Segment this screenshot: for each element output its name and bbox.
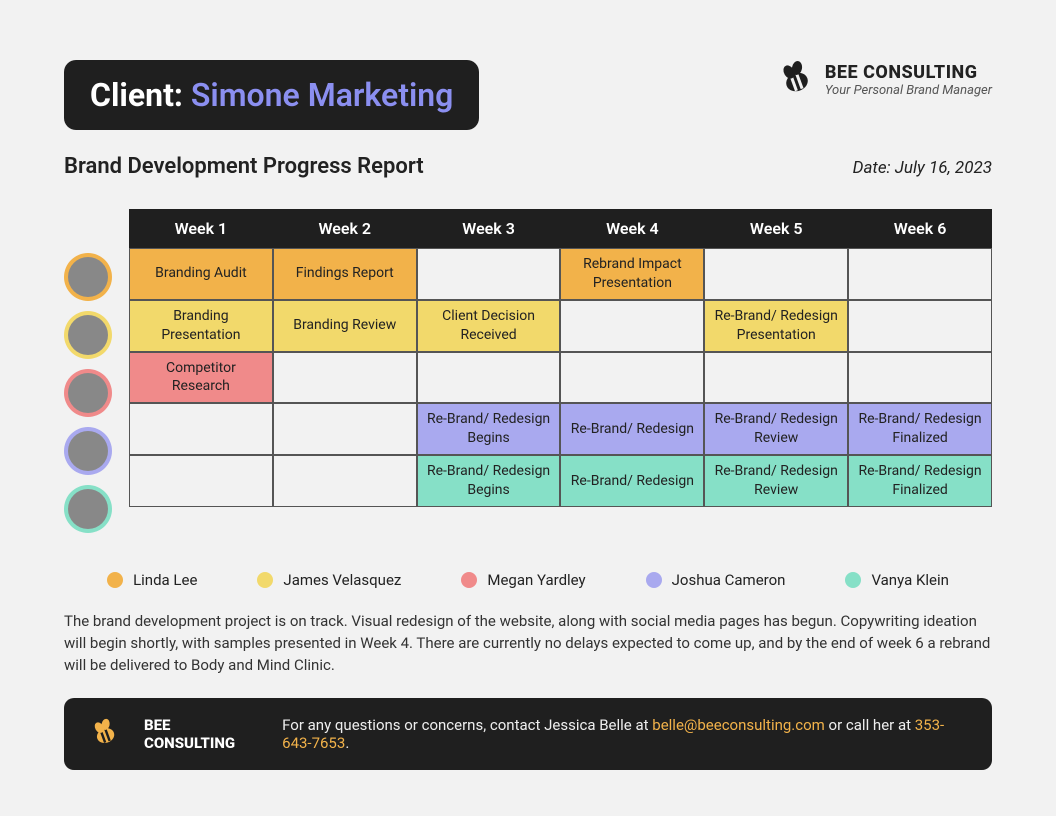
task-cell — [417, 248, 561, 300]
legend-dot — [257, 572, 273, 588]
legend-label: James Velasquez — [283, 571, 401, 589]
task-cell — [704, 352, 848, 404]
legend-item: Joshua Cameron — [646, 571, 786, 589]
task-cell: Rebrand Impact Presentation — [560, 248, 704, 300]
task-cell: Branding Presentation — [129, 300, 273, 352]
client-name: Simone Marketing — [191, 76, 453, 114]
legend: Linda Lee James Velasquez Megan Yardley Jos… — [64, 571, 992, 589]
bee-icon — [775, 60, 815, 100]
table-row: Competitor Research — [129, 352, 992, 404]
legend-label: Joshua Cameron — [672, 571, 786, 589]
task-cell: Re-Brand/ Redesign — [560, 403, 704, 455]
footer-text2: or call her at — [825, 716, 915, 734]
table-row: Branding PresentationBranding ReviewClie… — [129, 300, 992, 352]
footer: BEE CONSULTING For any questions or conc… — [64, 698, 992, 770]
task-cell: Branding Audit — [129, 248, 273, 300]
task-cell — [848, 300, 992, 352]
task-cell: Re-Brand/ Redesign Begins — [417, 455, 561, 507]
task-cell: Competitor Research — [129, 352, 273, 404]
legend-label: Vanya Klein — [871, 571, 948, 589]
brand-tagline: Your Personal Brand Manager — [825, 83, 992, 98]
avatar — [64, 253, 112, 301]
legend-dot — [646, 572, 662, 588]
legend-label: Megan Yardley — [487, 571, 585, 589]
summary-text: The brand development project is on trac… — [64, 611, 992, 676]
task-cell — [273, 455, 417, 507]
legend-dot — [845, 572, 861, 588]
task-cell — [273, 352, 417, 404]
legend-label: Linda Lee — [133, 571, 197, 589]
task-cell — [273, 403, 417, 455]
avatar — [64, 485, 112, 533]
task-cell: Client Decision Received — [417, 300, 561, 352]
task-cell: Re-Brand/ Redesign — [560, 455, 704, 507]
task-cell: Re-Brand/ Redesign Finalized — [848, 403, 992, 455]
task-cell: Re-Brand/ Redesign Review — [704, 403, 848, 455]
legend-dot — [461, 572, 477, 588]
brand-block: BEE CONSULTING Your Personal Brand Manag… — [775, 60, 992, 100]
week-header: Week 1 — [129, 209, 273, 248]
client-box: Client: Simone Marketing — [64, 60, 479, 130]
task-cell — [848, 248, 992, 300]
footer-text1: For any questions or concerns, contact J… — [282, 716, 652, 734]
avatar — [64, 369, 112, 417]
week-header: Week 4 — [560, 209, 704, 248]
legend-item: Megan Yardley — [461, 571, 585, 589]
footer-text3: . — [345, 734, 349, 752]
task-cell — [129, 455, 273, 507]
legend-item: Vanya Klein — [845, 571, 948, 589]
avatar — [64, 311, 112, 359]
schedule-header: Week 1Week 2Week 3Week 4Week 5Week 6 — [129, 209, 992, 248]
task-cell: Re-Brand/ Redesign Review — [704, 455, 848, 507]
client-label: Client: — [90, 76, 183, 114]
footer-brand: BEE CONSULTING — [144, 716, 258, 752]
task-cell — [704, 248, 848, 300]
legend-item: Linda Lee — [107, 571, 197, 589]
week-header: Week 3 — [417, 209, 561, 248]
week-header: Week 2 — [273, 209, 417, 248]
avatar-column — [64, 209, 129, 533]
footer-text: For any questions or concerns, contact J… — [282, 716, 968, 752]
task-cell: Re-Brand/ Redesign Finalized — [848, 455, 992, 507]
task-cell: Re-Brand/ Redesign Presentation — [704, 300, 848, 352]
bee-icon — [88, 717, 120, 751]
schedule-body: Branding AuditFindings Report Rebrand Imp… — [129, 248, 992, 507]
footer-email[interactable]: belle@beeconsulting.com — [652, 716, 825, 734]
task-cell — [417, 352, 561, 404]
avatar — [64, 427, 112, 475]
task-cell: Re-Brand/ Redesign Begins — [417, 403, 561, 455]
legend-item: James Velasquez — [257, 571, 401, 589]
week-header: Week 6 — [848, 209, 992, 248]
report-date: Date: July 16, 2023 — [853, 158, 992, 178]
week-header: Week 5 — [704, 209, 848, 248]
legend-dot — [107, 572, 123, 588]
task-cell: Findings Report — [273, 248, 417, 300]
task-cell — [560, 300, 704, 352]
task-cell — [129, 403, 273, 455]
schedule-table: Week 1Week 2Week 3Week 4Week 5Week 6 Bra… — [129, 209, 992, 533]
task-cell: Branding Review — [273, 300, 417, 352]
table-row: Re-Brand/ Redesign BeginsRe-Brand/ Redes… — [129, 403, 992, 455]
table-row: Branding AuditFindings Report Rebrand Imp… — [129, 248, 992, 300]
task-cell — [848, 352, 992, 404]
table-row: Re-Brand/ Redesign BeginsRe-Brand/ Redes… — [129, 455, 992, 507]
report-title: Brand Development Progress Report — [64, 154, 424, 179]
task-cell — [560, 352, 704, 404]
brand-name: BEE CONSULTING — [825, 62, 992, 83]
